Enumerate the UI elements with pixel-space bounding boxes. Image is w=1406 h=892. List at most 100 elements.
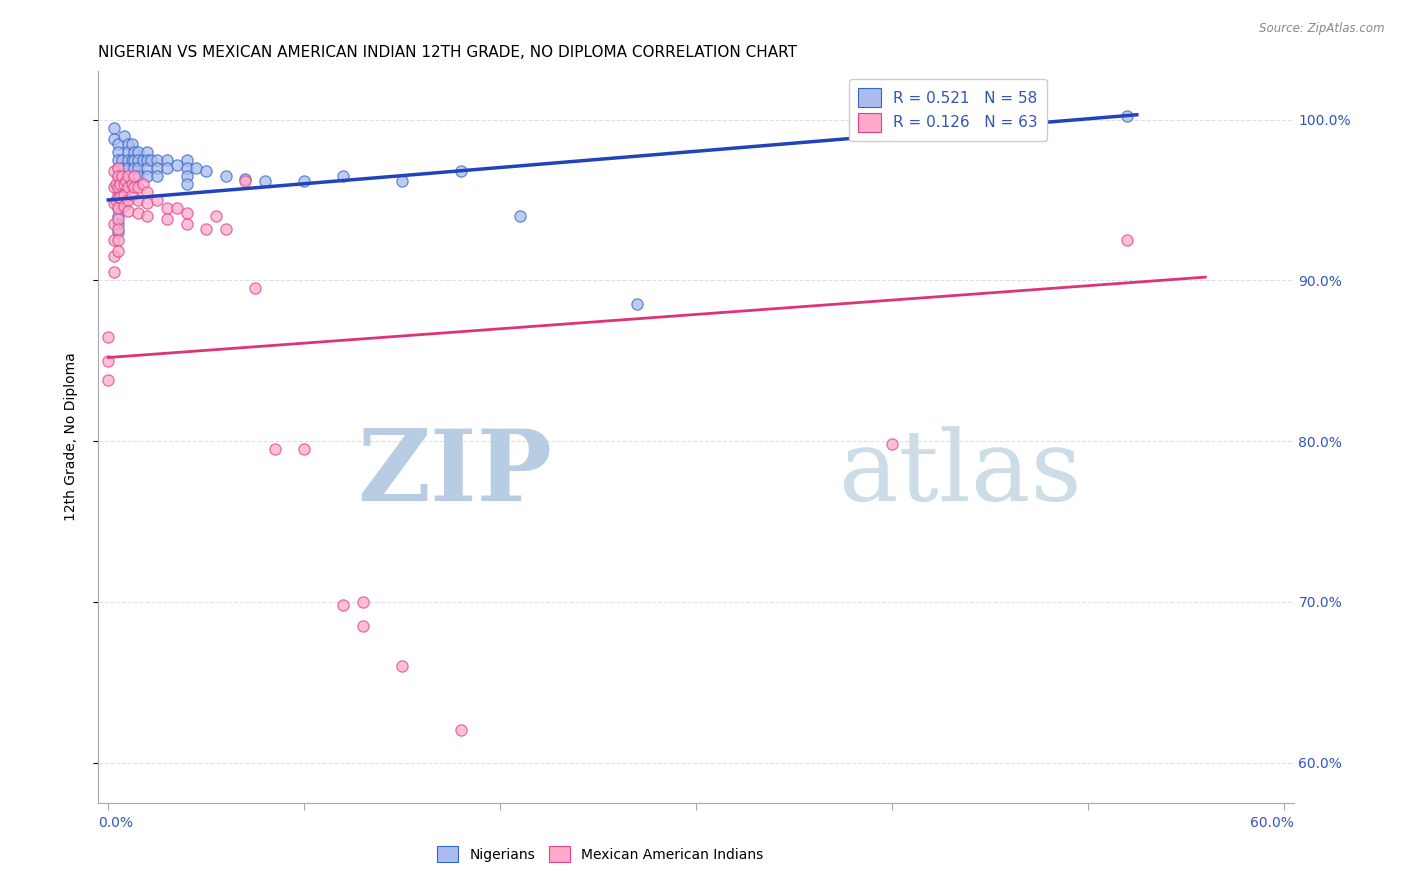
Point	[115, 174, 138, 188]
Point	[117, 153, 139, 167]
Point	[117, 169, 139, 183]
Point	[103, 196, 125, 211]
Point	[107, 185, 129, 199]
Point	[332, 598, 354, 612]
Point	[136, 153, 159, 167]
Point	[1116, 109, 1139, 123]
Point	[97, 353, 120, 368]
Point	[107, 190, 129, 204]
Point	[332, 169, 354, 183]
Point	[292, 442, 315, 457]
Point	[136, 209, 159, 223]
Y-axis label: 12th Grade, No Diploma: 12th Grade, No Diploma	[63, 352, 77, 522]
Point	[107, 244, 129, 259]
Point	[450, 164, 472, 178]
Point	[292, 174, 315, 188]
Text: 0.0%: 0.0%	[98, 815, 134, 830]
Point	[97, 329, 120, 343]
Point	[195, 164, 218, 178]
Point	[103, 233, 125, 247]
Point	[253, 174, 276, 188]
Point	[111, 169, 134, 183]
Point	[132, 153, 155, 167]
Point	[117, 180, 139, 194]
Point	[136, 161, 159, 175]
Point	[121, 188, 143, 202]
Point	[235, 172, 257, 186]
Point	[166, 158, 188, 172]
Text: 60.0%: 60.0%	[1250, 815, 1294, 830]
Point	[127, 161, 149, 175]
Point	[880, 437, 903, 451]
Text: NIGERIAN VS MEXICAN AMERICAN INDIAN 12TH GRADE, NO DIPLOMA CORRELATION CHART: NIGERIAN VS MEXICAN AMERICAN INDIAN 12TH…	[98, 45, 797, 61]
Point	[107, 153, 129, 167]
Point	[107, 201, 129, 215]
Point	[103, 120, 125, 135]
Point	[243, 281, 266, 295]
Point	[107, 209, 129, 223]
Point	[176, 153, 198, 167]
Point	[136, 196, 159, 211]
Point	[117, 193, 139, 207]
Point	[146, 153, 169, 167]
Point	[103, 217, 125, 231]
Point	[141, 153, 163, 167]
Point	[215, 222, 238, 236]
Point	[112, 199, 135, 213]
Point	[352, 619, 374, 633]
Point	[103, 132, 125, 146]
Point	[117, 204, 139, 219]
Point	[107, 222, 129, 236]
Point	[107, 177, 129, 191]
Point	[195, 222, 218, 236]
Point	[107, 136, 129, 151]
Point	[107, 161, 129, 175]
Point	[146, 161, 169, 175]
Point	[111, 161, 134, 175]
Point	[136, 185, 159, 199]
Point	[122, 145, 145, 159]
Point	[352, 595, 374, 609]
Point	[103, 249, 125, 263]
Point	[146, 169, 169, 183]
Point	[166, 201, 188, 215]
Point	[156, 201, 179, 215]
Point	[127, 206, 149, 220]
Point	[121, 136, 143, 151]
Point	[391, 659, 413, 673]
Point	[127, 180, 149, 194]
Point	[176, 161, 198, 175]
Point	[156, 153, 179, 167]
Text: Source: ZipAtlas.com: Source: ZipAtlas.com	[1260, 22, 1385, 36]
Point	[156, 212, 179, 227]
Point	[107, 169, 129, 183]
Point	[122, 161, 145, 175]
Point	[107, 233, 129, 247]
Point	[103, 180, 125, 194]
Point	[450, 723, 472, 738]
Point	[132, 177, 155, 191]
Point	[626, 297, 648, 311]
Point	[146, 193, 169, 207]
Point	[127, 169, 149, 183]
Point	[391, 174, 413, 188]
Point	[121, 153, 143, 167]
Point	[117, 145, 139, 159]
Point	[509, 209, 531, 223]
Point	[107, 217, 129, 231]
Point	[122, 169, 145, 183]
Point	[112, 177, 135, 191]
Point	[117, 161, 139, 175]
Point	[112, 188, 135, 202]
Point	[136, 169, 159, 183]
Point	[108, 190, 131, 204]
Legend: Nigerians, Mexican American Indians: Nigerians, Mexican American Indians	[430, 839, 770, 869]
Point	[107, 169, 129, 183]
Point	[127, 193, 149, 207]
Point	[107, 161, 129, 175]
Point	[107, 201, 129, 215]
Point	[103, 265, 125, 279]
Point	[111, 153, 134, 167]
Point	[103, 164, 125, 178]
Point	[176, 169, 198, 183]
